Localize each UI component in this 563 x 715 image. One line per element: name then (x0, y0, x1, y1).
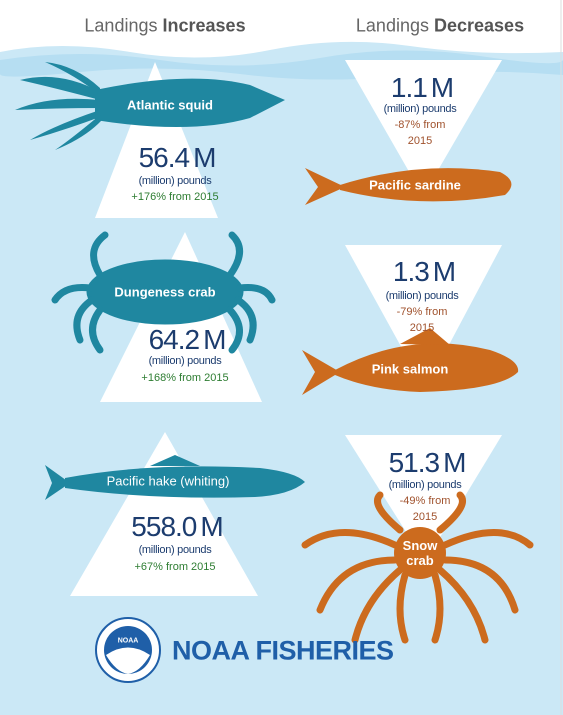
amount-measure: (million) pounds (389, 479, 462, 491)
change-from-2015: +67% from 2015 (134, 561, 215, 573)
amount-value: 51.3 (389, 447, 440, 478)
amount-unit: M (203, 324, 225, 355)
species-name: Pacific sardine (369, 178, 461, 193)
amount-measure: (million) pounds (386, 290, 459, 302)
species-name: Atlantic squid (127, 98, 213, 113)
change-from-2015: -49% from 2015 (394, 493, 456, 525)
amount-measure: (million) pounds (139, 544, 212, 556)
species-name: Dungeness crab (114, 285, 215, 300)
amount-unit: M (431, 72, 453, 103)
change-from-2015: +168% from 2015 (141, 372, 228, 384)
brand-name: NOAA FISHERIES (172, 636, 394, 667)
infographic: Landings IncreasesLandings DecreasesAtla… (0, 0, 563, 715)
artwork (0, 0, 563, 715)
amount-value: 1.1 (391, 72, 427, 103)
header-label: Landings (84, 16, 157, 36)
column-header: Landings Decreases (356, 16, 524, 37)
amount-measure: (million) pounds (149, 355, 222, 367)
header-emphasis: Decreases (434, 16, 524, 36)
amount-unit: M (200, 511, 222, 542)
change-from-2015: -79% from 2015 (391, 304, 453, 336)
noaa-emblem (96, 618, 160, 682)
amount-unit: M (433, 256, 455, 287)
amount-value: 56.4 (139, 142, 190, 173)
species-name: Pink salmon (372, 362, 449, 377)
species-name-main: Pacific hake (107, 474, 177, 489)
column-header: Landings Increases (84, 16, 245, 37)
species-name: Snow crab (395, 538, 445, 568)
species-name: Pacific hake (whiting) (107, 474, 230, 489)
header-emphasis: Increases (163, 16, 246, 36)
change-from-2015: -87% from 2015 (389, 117, 451, 149)
amount-measure: (million) pounds (139, 175, 212, 187)
change-from-2015: +176% from 2015 (131, 191, 218, 203)
header-label: Landings (356, 16, 429, 36)
amount-measure: (million) pounds (384, 103, 457, 115)
amount-value: 64.2 (149, 324, 200, 355)
amount-unit: M (193, 142, 215, 173)
emblem-text: NOAA (118, 638, 139, 645)
amount-unit: M (443, 447, 465, 478)
amount-value: 1.3 (393, 256, 429, 287)
amount-value: 558.0 (131, 511, 196, 542)
species-name-note: (whiting) (180, 474, 229, 489)
